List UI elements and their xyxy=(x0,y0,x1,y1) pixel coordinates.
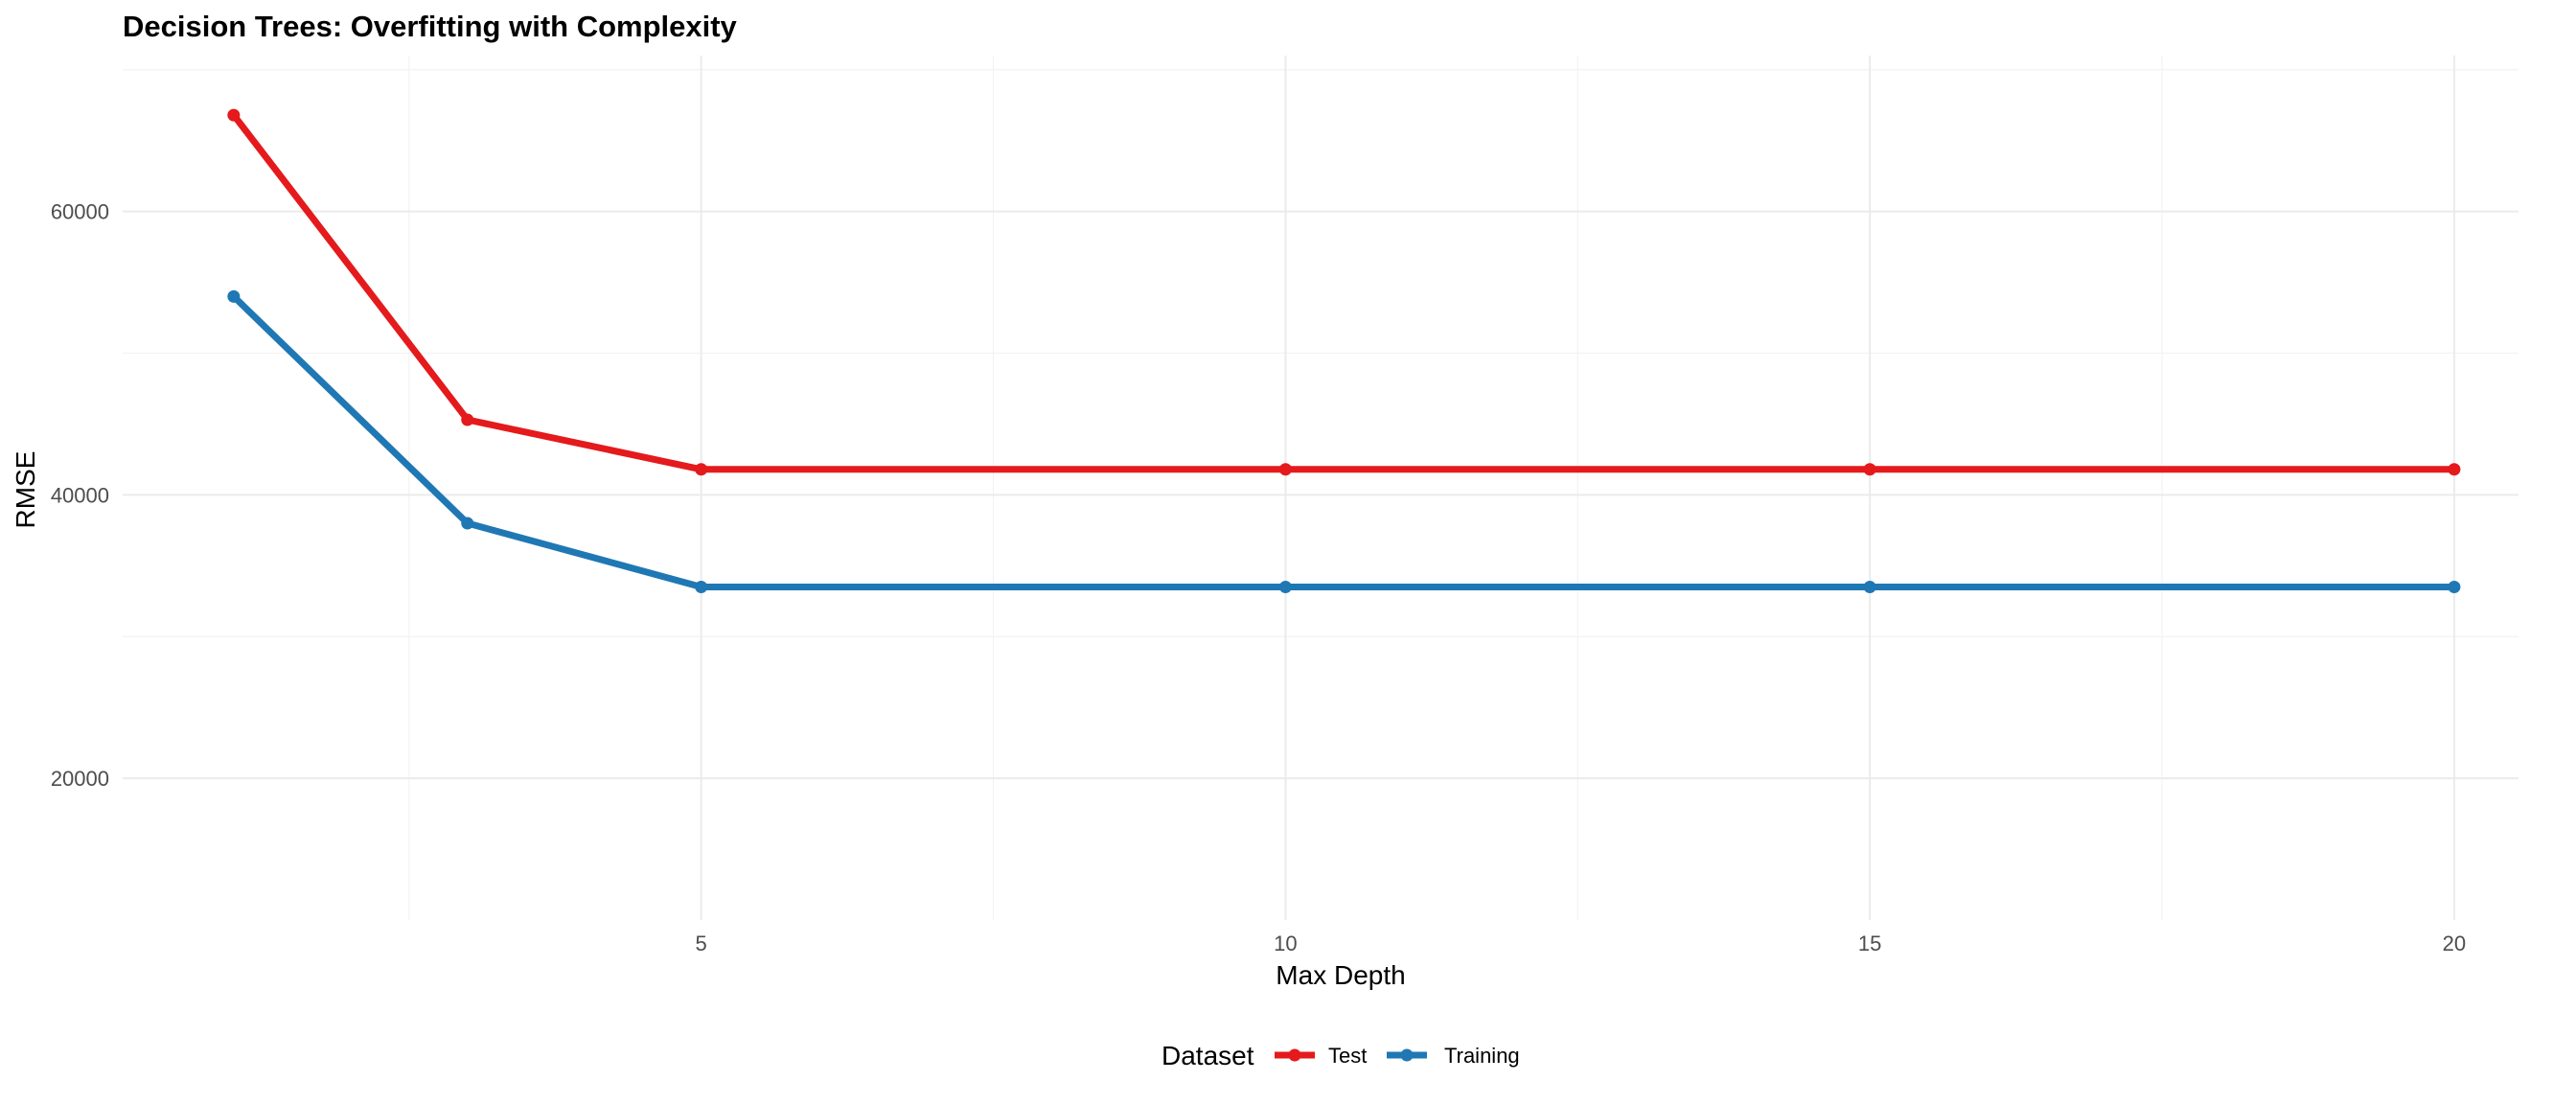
legend-label-test: Test xyxy=(1328,1044,1367,1068)
data-point-test xyxy=(227,108,241,122)
y-tick-label: 40000 xyxy=(51,483,109,507)
data-point-test xyxy=(695,463,708,476)
y-tick-label: 20000 xyxy=(51,767,109,791)
data-point-test xyxy=(1278,463,1292,476)
legend-key-point-training xyxy=(1400,1048,1414,1062)
y-axis-ticks: 20000 40000 60000 xyxy=(51,200,109,791)
legend: Dataset Test Training xyxy=(1162,1041,1520,1070)
data-point-test xyxy=(1863,463,1876,476)
x-tick-label: 15 xyxy=(1858,932,1881,955)
x-tick-label: 5 xyxy=(696,932,707,955)
legend-key-point-test xyxy=(1288,1048,1301,1062)
grid-major xyxy=(123,56,2518,920)
data-point-training xyxy=(1863,581,1876,594)
series-line-test xyxy=(231,112,2454,473)
y-axis-title: RMSE xyxy=(11,451,40,529)
series-line-training xyxy=(231,293,2454,590)
series-points xyxy=(227,108,2461,594)
legend-title: Dataset xyxy=(1162,1041,1254,1070)
data-point-training xyxy=(2448,581,2461,594)
x-tick-label: 10 xyxy=(1274,932,1297,955)
data-point-training xyxy=(1278,581,1292,594)
data-point-test xyxy=(2448,463,2461,476)
x-axis-ticks: 5 10 15 20 xyxy=(696,932,2467,955)
chart-title: Decision Trees: Overfitting with Complex… xyxy=(123,10,738,43)
data-point-training xyxy=(227,289,241,303)
series-lines xyxy=(231,112,2454,590)
data-point-test xyxy=(461,413,474,426)
data-point-training xyxy=(695,581,708,594)
grid-minor xyxy=(123,56,2518,920)
x-axis-title: Max Depth xyxy=(1276,960,1405,990)
legend-label-training: Training xyxy=(1444,1044,1520,1068)
legend-items: Test Training xyxy=(1275,1044,1520,1068)
data-point-training xyxy=(461,517,474,530)
y-tick-label: 60000 xyxy=(51,200,109,224)
x-tick-label: 20 xyxy=(2443,932,2466,955)
